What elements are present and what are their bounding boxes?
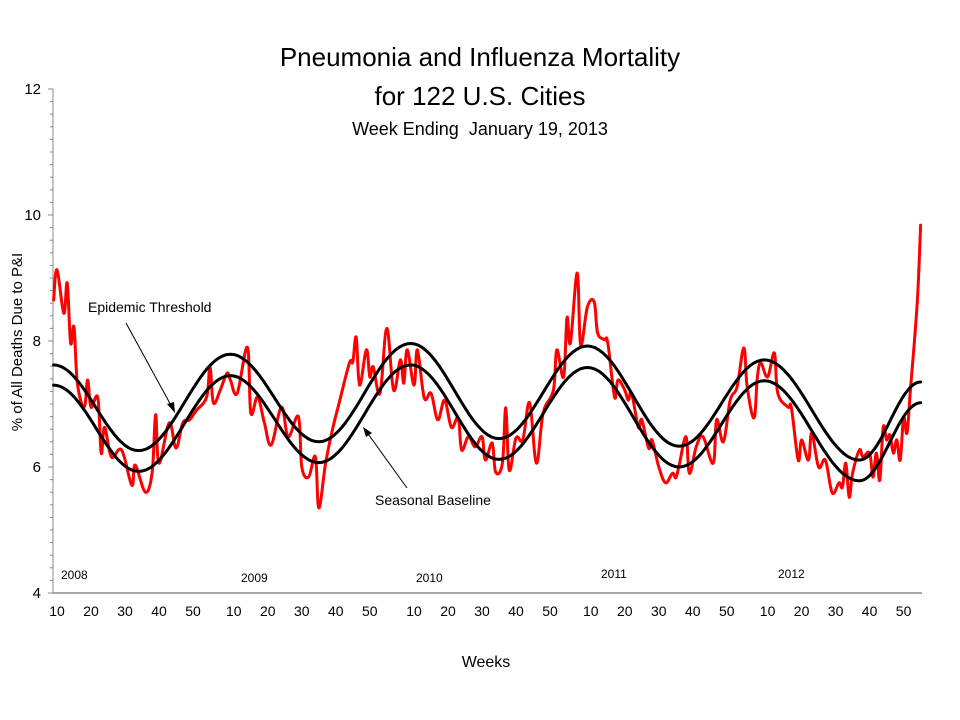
chart-title-line2: for 122 U.S. Cities <box>375 81 586 111</box>
annotation-seasonal-baseline-label: Seasonal Baseline <box>375 492 491 508</box>
annotation-epidemic-threshold: Epidemic Threshold <box>88 299 211 413</box>
x-axis-label: Weeks <box>462 654 511 671</box>
x-tick-label: 10 <box>583 603 599 619</box>
chart-title: Pneumonia and Influenza Mortality <box>280 42 680 72</box>
x-tick-label: 10 <box>226 603 242 619</box>
arrowhead-icon <box>167 402 175 413</box>
x-tick-label: 30 <box>474 603 490 619</box>
x-tick-label: 40 <box>508 603 524 619</box>
x-tick-label: 30 <box>117 603 133 619</box>
x-tick-label: 40 <box>151 603 167 619</box>
x-tick-label: 50 <box>896 603 912 619</box>
x-tick-label: 10 <box>49 603 65 619</box>
x-tick-label: 50 <box>719 603 735 619</box>
x-tick-label: 20 <box>440 603 456 619</box>
year-label: 2012 <box>778 567 805 581</box>
arrow-epidemic-threshold <box>125 322 174 410</box>
series-line-observed <box>52 223 923 510</box>
x-tick-label: 50 <box>185 603 201 619</box>
x-tick-label: 10 <box>406 603 422 619</box>
year-label: 2010 <box>416 571 443 585</box>
annotation-epidemic-threshold-label: Epidemic Threshold <box>88 299 211 315</box>
chart-subtitle: Week Ending January 19, 2013 <box>352 119 608 139</box>
year-label: 2008 <box>61 568 88 582</box>
x-tick-label: 20 <box>260 603 276 619</box>
y-tick-label: 12 <box>24 81 41 98</box>
y-tick-label: 6 <box>33 459 41 476</box>
x-tick-label: 50 <box>362 603 378 619</box>
y-tick-label: 8 <box>33 333 41 350</box>
y-tick-label: 10 <box>24 207 41 224</box>
series-line-threshold <box>52 342 923 462</box>
x-tick-label: 10 <box>760 603 776 619</box>
x-tick-label: 20 <box>794 603 810 619</box>
arrow-seasonal-baseline <box>365 430 408 489</box>
arrowhead-icon <box>363 427 372 437</box>
x-tick-label: 40 <box>685 603 701 619</box>
x-tick-label: 20 <box>617 603 633 619</box>
x-tick-label: 30 <box>294 603 310 619</box>
x-tick-label: 40 <box>328 603 344 619</box>
x-tick-label: 40 <box>862 603 878 619</box>
x-tick-label: 50 <box>542 603 558 619</box>
series-lines <box>52 223 923 510</box>
x-tick-label: 30 <box>651 603 667 619</box>
year-label: 2009 <box>241 571 268 585</box>
x-tick-label: 20 <box>83 603 99 619</box>
series-line-baseline <box>52 363 923 483</box>
axes <box>48 88 922 594</box>
x-tick-label: 30 <box>828 603 844 619</box>
y-axis-label: % of All Deaths Due to P&I <box>9 253 26 431</box>
annotation-seasonal-baseline: Seasonal Baseline <box>363 427 491 508</box>
y-tick-label: 4 <box>33 585 41 602</box>
year-label: 2011 <box>601 567 627 581</box>
